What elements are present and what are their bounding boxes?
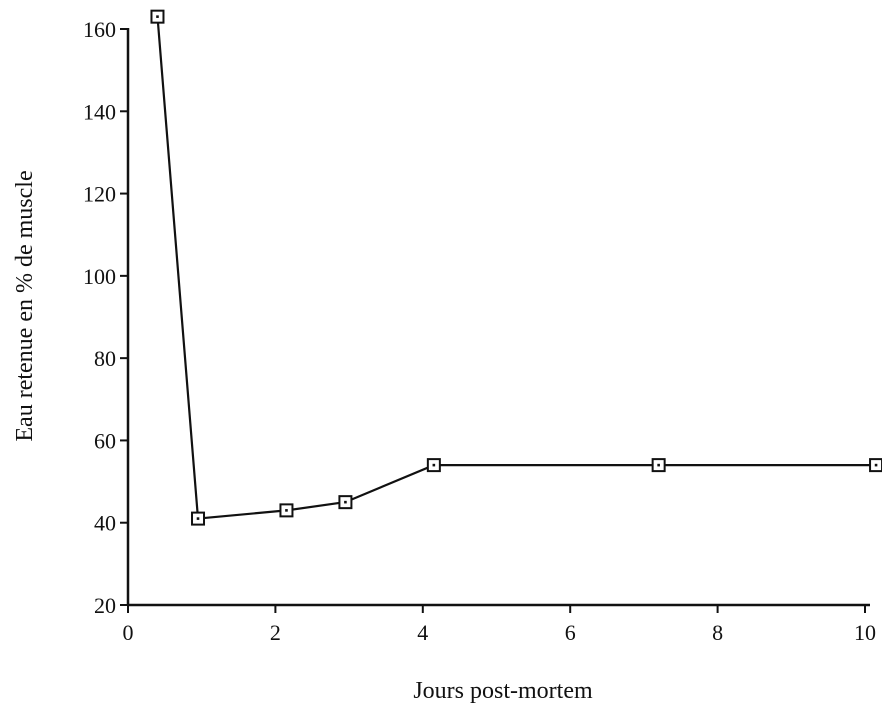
data-point-center xyxy=(432,463,436,467)
y-tick-label: 20 xyxy=(94,593,116,618)
x-axis-label: Jours post-mortem xyxy=(413,678,593,704)
y-tick-label: 60 xyxy=(94,428,116,453)
y-axis-label: Eau retenue en % de muscle xyxy=(12,170,38,441)
y-tick-label: 140 xyxy=(83,99,116,124)
data-point xyxy=(651,458,666,473)
plot-area xyxy=(150,9,882,526)
y-tick-label: 100 xyxy=(83,264,116,289)
data-point xyxy=(150,9,165,24)
data-point xyxy=(869,458,882,473)
data-point xyxy=(426,458,441,473)
series-line xyxy=(156,16,877,520)
data-point-center xyxy=(285,509,288,512)
data-point-center xyxy=(657,463,660,467)
y-tick-label: 120 xyxy=(83,182,116,207)
data-point-center xyxy=(874,463,878,467)
x-ticks: 0 2 4 6 8 10 xyxy=(123,605,876,645)
x-tick-label: 0 xyxy=(123,620,134,645)
x-tick-label: 10 xyxy=(854,620,876,645)
x-tick-label: 2 xyxy=(270,620,281,645)
data-point xyxy=(191,511,206,526)
y-tick-label: 80 xyxy=(94,346,116,371)
y-axis: 20 40 60 80 100 120 140 160 xyxy=(83,17,130,618)
x-tick-label: 4 xyxy=(417,620,428,645)
data-point-center xyxy=(196,517,200,520)
x-axis: 0 2 4 6 8 10 xyxy=(123,603,876,645)
data-point xyxy=(338,495,353,510)
y-tick-label: 160 xyxy=(83,17,116,42)
x-tick-label: 8 xyxy=(712,620,723,645)
y-ticks: 20 40 60 80 100 120 140 160 xyxy=(83,17,128,618)
data-point-center xyxy=(344,500,347,504)
x-tick-label: 6 xyxy=(565,620,576,645)
data-point-center xyxy=(156,15,159,18)
data-point xyxy=(279,503,294,518)
y-tick-label: 40 xyxy=(94,511,116,536)
